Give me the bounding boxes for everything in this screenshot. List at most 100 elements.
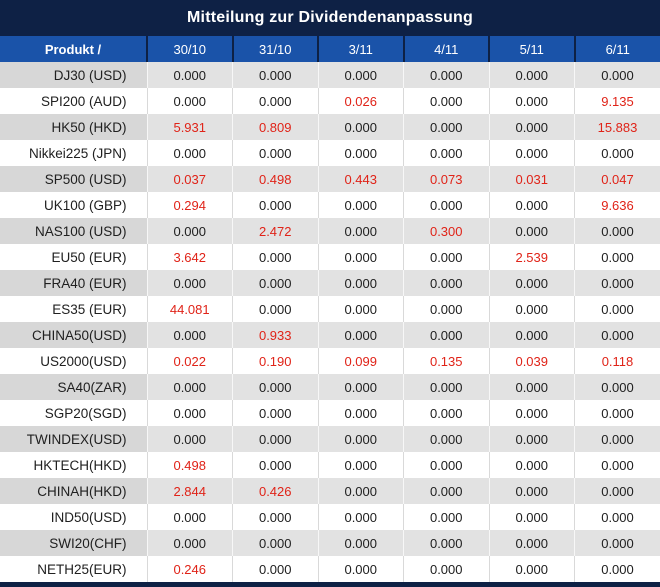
- dividend-value: 0.000: [146, 62, 233, 88]
- dividend-value: 0.246: [146, 556, 233, 582]
- dividend-value: 0.000: [317, 426, 404, 452]
- dividend-value: 0.000: [403, 322, 489, 348]
- dividend-value: 9.135: [574, 88, 660, 114]
- dividend-value: 0.000: [488, 270, 575, 296]
- column-header-product: Produkt /: [0, 36, 147, 62]
- column-header-date: 31/10: [231, 36, 318, 62]
- column-header-date: 3/11: [317, 36, 404, 62]
- dividend-value: 0.000: [232, 140, 318, 166]
- dividend-value: 0.443: [317, 166, 404, 192]
- dividend-value: 0.933: [232, 322, 318, 348]
- dividend-value: 0.000: [488, 504, 575, 530]
- dividend-value: 0.000: [488, 140, 575, 166]
- dividend-value: 0.047: [574, 166, 660, 192]
- dividend-value: 0.000: [146, 426, 233, 452]
- dividend-value: 0.809: [232, 114, 318, 140]
- dividend-value: 0.000: [574, 270, 660, 296]
- table-row: HKTECH(HKD) 0.498 0.000 0.000 0.000 0.000 0.00…: [0, 452, 660, 478]
- dividend-value: 0.000: [403, 270, 489, 296]
- dividend-value: 0.000: [574, 296, 660, 322]
- dividend-value: 0.000: [232, 374, 318, 400]
- product-label: ES35 (EUR): [0, 296, 147, 322]
- table-row: CHINA50(USD) 0.000 0.933 0.000 0.000 0.000 0.0…: [0, 322, 660, 348]
- dividend-value: 0.000: [403, 88, 489, 114]
- dividend-value: 0.000: [317, 192, 404, 218]
- product-label: CHINA50(USD): [0, 322, 147, 348]
- dividend-value: 0.000: [403, 478, 489, 504]
- dividend-value: 0.000: [403, 192, 489, 218]
- dividend-value: 0.000: [574, 478, 660, 504]
- dividend-value: 0.000: [403, 400, 489, 426]
- dividend-value: 9.636: [574, 192, 660, 218]
- dividend-value: 0.000: [488, 114, 575, 140]
- product-label: UK100 (GBP): [0, 192, 147, 218]
- product-label: SPI200 (AUD): [0, 88, 147, 114]
- dividend-value: 0.000: [574, 62, 660, 88]
- dividend-value: 2.472: [232, 218, 318, 244]
- table-row: DJ30 (USD) 0.000 0.000 0.000 0.000 0.000 0.000: [0, 62, 660, 88]
- column-header-date: 6/11: [573, 36, 660, 62]
- product-label: HKTECH(HKD): [0, 452, 147, 478]
- dividend-value: 0.000: [403, 244, 489, 270]
- dividend-value: 2.844: [146, 478, 233, 504]
- table-row: SWI20(CHF) 0.000 0.000 0.000 0.000 0.000 0.000: [0, 530, 660, 556]
- dividend-value: 0.000: [403, 114, 489, 140]
- dividend-value: 0.000: [232, 530, 318, 556]
- table-row: IND50(USD) 0.000 0.000 0.000 0.000 0.000 0.000: [0, 504, 660, 530]
- product-label: TWINDEX(USD): [0, 426, 147, 452]
- dividend-value: 0.000: [232, 400, 318, 426]
- dividend-value: 0.000: [574, 244, 660, 270]
- dividend-value: 0.000: [488, 374, 575, 400]
- dividend-value: 0.000: [232, 244, 318, 270]
- dividend-value: 0.000: [574, 452, 660, 478]
- table-row: HK50 (HKD) 5.931 0.809 0.000 0.000 0.000 15.88…: [0, 114, 660, 140]
- dividend-value: 0.498: [146, 452, 233, 478]
- dividend-value: 0.000: [488, 296, 575, 322]
- dividend-value: 0.498: [232, 166, 318, 192]
- dividend-value: 0.000: [232, 556, 318, 582]
- product-label: EU50 (EUR): [0, 244, 147, 270]
- table-row: EU50 (EUR) 3.642 0.000 0.000 0.000 2.539 0.000: [0, 244, 660, 270]
- product-label: Nikkei225 (JPN): [0, 140, 147, 166]
- dividend-value: 0.000: [146, 140, 233, 166]
- column-header-date: 30/10: [146, 36, 233, 62]
- dividend-value: 0.000: [403, 556, 489, 582]
- product-label: CHINAH(HKD): [0, 478, 147, 504]
- dividend-value: 15.883: [574, 114, 660, 140]
- dividend-value: 0.000: [317, 400, 404, 426]
- table-row: SP500 (USD) 0.037 0.498 0.443 0.073 0.031 0.04…: [0, 166, 660, 192]
- dividend-value: 0.099: [317, 348, 404, 374]
- dividend-value: 0.000: [574, 556, 660, 582]
- dividend-value: 0.300: [403, 218, 489, 244]
- dividend-value: 0.037: [146, 166, 233, 192]
- dividend-value: 0.294: [146, 192, 233, 218]
- dividend-value: 0.000: [317, 296, 404, 322]
- dividend-value: 0.000: [488, 88, 575, 114]
- dividend-value: 0.000: [574, 322, 660, 348]
- dividend-value: 0.000: [574, 218, 660, 244]
- dividend-value: 0.031: [488, 166, 575, 192]
- product-label: HK50 (HKD): [0, 114, 147, 140]
- bottom-border-bar: [0, 582, 660, 587]
- dividend-value: 0.000: [317, 452, 404, 478]
- table-row: FRA40 (EUR) 0.000 0.000 0.000 0.000 0.000 0.00…: [0, 270, 660, 296]
- table-row: SPI200 (AUD) 0.000 0.000 0.026 0.000 0.000 9.1…: [0, 88, 660, 114]
- product-label: US2000(USD): [0, 348, 147, 374]
- table-header: Produkt / 30/10 31/10 3/11 4/11 5/11 6/1…: [0, 36, 660, 62]
- product-label: SP500 (USD): [0, 166, 147, 192]
- dividend-value: 0.000: [488, 478, 575, 504]
- product-label: NETH25(EUR): [0, 556, 147, 582]
- dividend-value: 0.000: [146, 504, 233, 530]
- dividend-value: 0.000: [488, 530, 575, 556]
- product-label: SA40(ZAR): [0, 374, 147, 400]
- dividend-value: 0.000: [488, 192, 575, 218]
- dividend-value: 0.000: [574, 504, 660, 530]
- dividend-value: 0.000: [488, 556, 575, 582]
- dividend-value: 0.000: [403, 62, 489, 88]
- table-row: UK100 (GBP) 0.294 0.000 0.000 0.000 0.000 9.63…: [0, 192, 660, 218]
- product-label: SWI20(CHF): [0, 530, 147, 556]
- dividend-value: 0.000: [146, 530, 233, 556]
- table-body: DJ30 (USD) 0.000 0.000 0.000 0.000 0.000 0.000…: [0, 62, 660, 582]
- table-row: US2000(USD) 0.022 0.190 0.099 0.135 0.039 0.11…: [0, 348, 660, 374]
